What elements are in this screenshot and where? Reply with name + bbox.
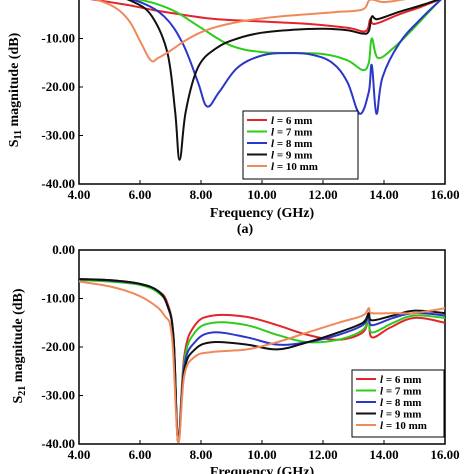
x-tick-label: 14.00: [369, 447, 398, 462]
y-tick-label: -30.00: [41, 128, 75, 143]
x-tick-label: 6.00: [129, 447, 152, 462]
x-tick-label: 12.00: [308, 187, 337, 202]
s21-y-label-sub: 21: [17, 386, 28, 396]
s11-y-label-rest: magnitude (dB): [7, 32, 22, 130]
series-line-4: [79, 278, 445, 443]
y-tick-label: -20.00: [41, 339, 75, 354]
s11-y-label-main: S: [7, 139, 22, 147]
s11-x-axis-label: Frequency (GHz): [210, 206, 315, 221]
s21-y-axis-label: S21 magnitude (dB): [11, 288, 28, 403]
series-line-5: [79, 280, 445, 443]
s21-y-label-main: S: [11, 396, 26, 404]
y-tick-label: 0.00: [52, 242, 75, 257]
s21-x-tick-labels: 4.00 6.00 8.00 10.00 12.00 14.00 16.00: [68, 440, 460, 462]
x-tick-label: 16.00: [430, 187, 459, 202]
legend-label-4: l = 9 mm: [271, 150, 312, 162]
x-tick-label: 8.00: [190, 447, 213, 462]
x-tick-label: 14.00: [369, 187, 398, 202]
y-tick-label: -40.00: [41, 176, 75, 191]
s21-legend: l = 6 mml = 7 mml = 8 mml = 9 mml = 10 m…: [351, 369, 445, 438]
legend-box: [242, 110, 359, 180]
series-line-3: [130, 0, 442, 115]
legend-label-5: l = 10 mm: [271, 161, 318, 173]
x-tick-label: 12.00: [308, 447, 337, 462]
s11-y-label-sub: 11: [13, 130, 24, 139]
legend-label-2: l = 7 mm: [271, 127, 312, 139]
x-tick-label: 10.00: [247, 447, 276, 462]
legend-label-2: l = 7 mm: [380, 386, 421, 398]
s11-x-tick-labels: 4.00 6.00 8.00 10.00 12.00 14.00 16.00: [68, 180, 460, 202]
s11-y-tick-labels: -10.00 -20.00 -30.00 -40.00: [41, 31, 83, 191]
x-tick-label: 8.00: [190, 187, 213, 202]
x-tick-label: 16.00: [430, 447, 459, 462]
s11-legend: l = 6 mml = 7 mml = 8 mml = 9 mml = 10 m…: [242, 110, 359, 180]
x-tick-label: 4.00: [68, 447, 91, 462]
y-tick-label: -10.00: [41, 291, 75, 306]
legend-label-3: l = 8 mm: [380, 397, 421, 409]
x-tick-label: 6.00: [129, 187, 152, 202]
y-tick-label: -40.00: [41, 436, 75, 451]
s11-panel-label: (a): [237, 222, 254, 237]
series-line-2: [135, 0, 442, 72]
s21-x-axis-label: Frequency (GHz): [210, 465, 315, 474]
series-line-4: [126, 0, 441, 161]
series-line-5: [93, 0, 407, 63]
y-tick-label: -10.00: [41, 31, 75, 46]
x-tick-label: 10.00: [247, 187, 276, 202]
s21-series-group: [79, 278, 445, 443]
y-tick-label: -30.00: [41, 388, 75, 403]
s11-panel: 4.00 6.00 8.00 10.00 12.00 14.00 16.00 -10.00-…: [7, 0, 460, 237]
legend-label-5: l = 10 mm: [380, 420, 427, 432]
x-tick-label: 4.00: [68, 187, 91, 202]
legend-label-4: l = 9 mm: [380, 409, 421, 421]
s11-series-group: [89, 0, 442, 161]
s11-y-axis-label: S11 magnitude (dB): [7, 32, 24, 147]
s21-panel: 4.00 6.00 8.00 10.00 12.00 14.00 16.00 0.00 -10…: [11, 242, 460, 474]
legend-label-3: l = 8 mm: [271, 138, 312, 150]
y-tick-label: -20.00: [41, 79, 75, 94]
legend-label-1: l = 6 mm: [380, 374, 421, 386]
legend-label-1: l = 6 mm: [271, 115, 312, 127]
s21-y-label-rest: magnitude (dB): [11, 288, 26, 386]
s21-y-tick-labels: 0.00 -10.00 -20.00 -30.00 -40.00: [41, 242, 83, 451]
